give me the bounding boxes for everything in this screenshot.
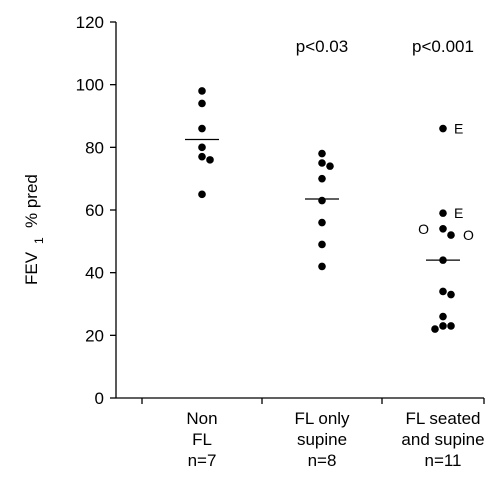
- data-point: [431, 325, 439, 333]
- data-point: [318, 240, 326, 249]
- category-label: n=7: [188, 451, 217, 470]
- y-tick-label: 0: [95, 389, 104, 408]
- data-point: [439, 322, 447, 330]
- data-point: [439, 209, 447, 217]
- y-tick-label: 100: [76, 76, 104, 95]
- data-point: [447, 290, 455, 299]
- y-tick-label: 60: [85, 201, 104, 220]
- data-point: [318, 149, 326, 158]
- y-axis-label-rest: % pred: [22, 174, 41, 228]
- data-point: [198, 190, 206, 199]
- data-point: [326, 162, 334, 170]
- data-point: [439, 225, 447, 233]
- y-tick-label: 80: [85, 138, 104, 157]
- data-point: [447, 322, 455, 330]
- y-axis-title: FEV 1 % pred: [22, 174, 46, 285]
- data-point: [198, 152, 206, 161]
- y-tick-label: 40: [85, 264, 104, 283]
- y-axis-label-main: FEV: [22, 251, 41, 285]
- data-point: [439, 312, 447, 321]
- data-point: [198, 87, 206, 95]
- data-point: [439, 287, 447, 296]
- category-label: n=11: [424, 451, 461, 470]
- y-axis-label-sub: 1: [32, 237, 46, 244]
- data-point: [439, 124, 447, 133]
- category-label: n=8: [308, 451, 337, 470]
- data-point: [439, 256, 447, 264]
- data-point: [198, 99, 206, 108]
- point-annotation: E: [454, 121, 463, 137]
- data-point: [318, 159, 326, 167]
- p-value-label: p<0.03: [296, 37, 348, 56]
- category-label: Non: [186, 409, 217, 428]
- category-label: supine: [297, 430, 347, 449]
- chart-marks: Non FL n=7 FL only supine n=8 p<0.03 FL seated a…: [185, 37, 485, 470]
- y-tick-label: 120: [76, 13, 104, 32]
- data-point: [318, 174, 326, 183]
- p-value-label: p<0.001: [412, 37, 474, 56]
- category-label: and supine: [401, 430, 484, 449]
- data-point: [447, 231, 455, 239]
- category-label: FL only: [294, 409, 350, 428]
- data-point: [198, 124, 206, 133]
- point-annotation: O: [418, 221, 429, 237]
- point-annotation: E: [454, 205, 463, 221]
- data-point: [318, 196, 326, 205]
- axes: 0 20 40 60 80 100 120: [76, 13, 485, 408]
- y-tick-label: 20: [85, 326, 104, 345]
- category-label: FL: [192, 430, 212, 449]
- data-point: [318, 218, 326, 227]
- point-annotation: O: [463, 227, 474, 243]
- data-point: [318, 262, 326, 271]
- category-label: FL seated: [406, 409, 481, 428]
- data-point: [198, 143, 206, 152]
- data-point: [206, 156, 214, 164]
